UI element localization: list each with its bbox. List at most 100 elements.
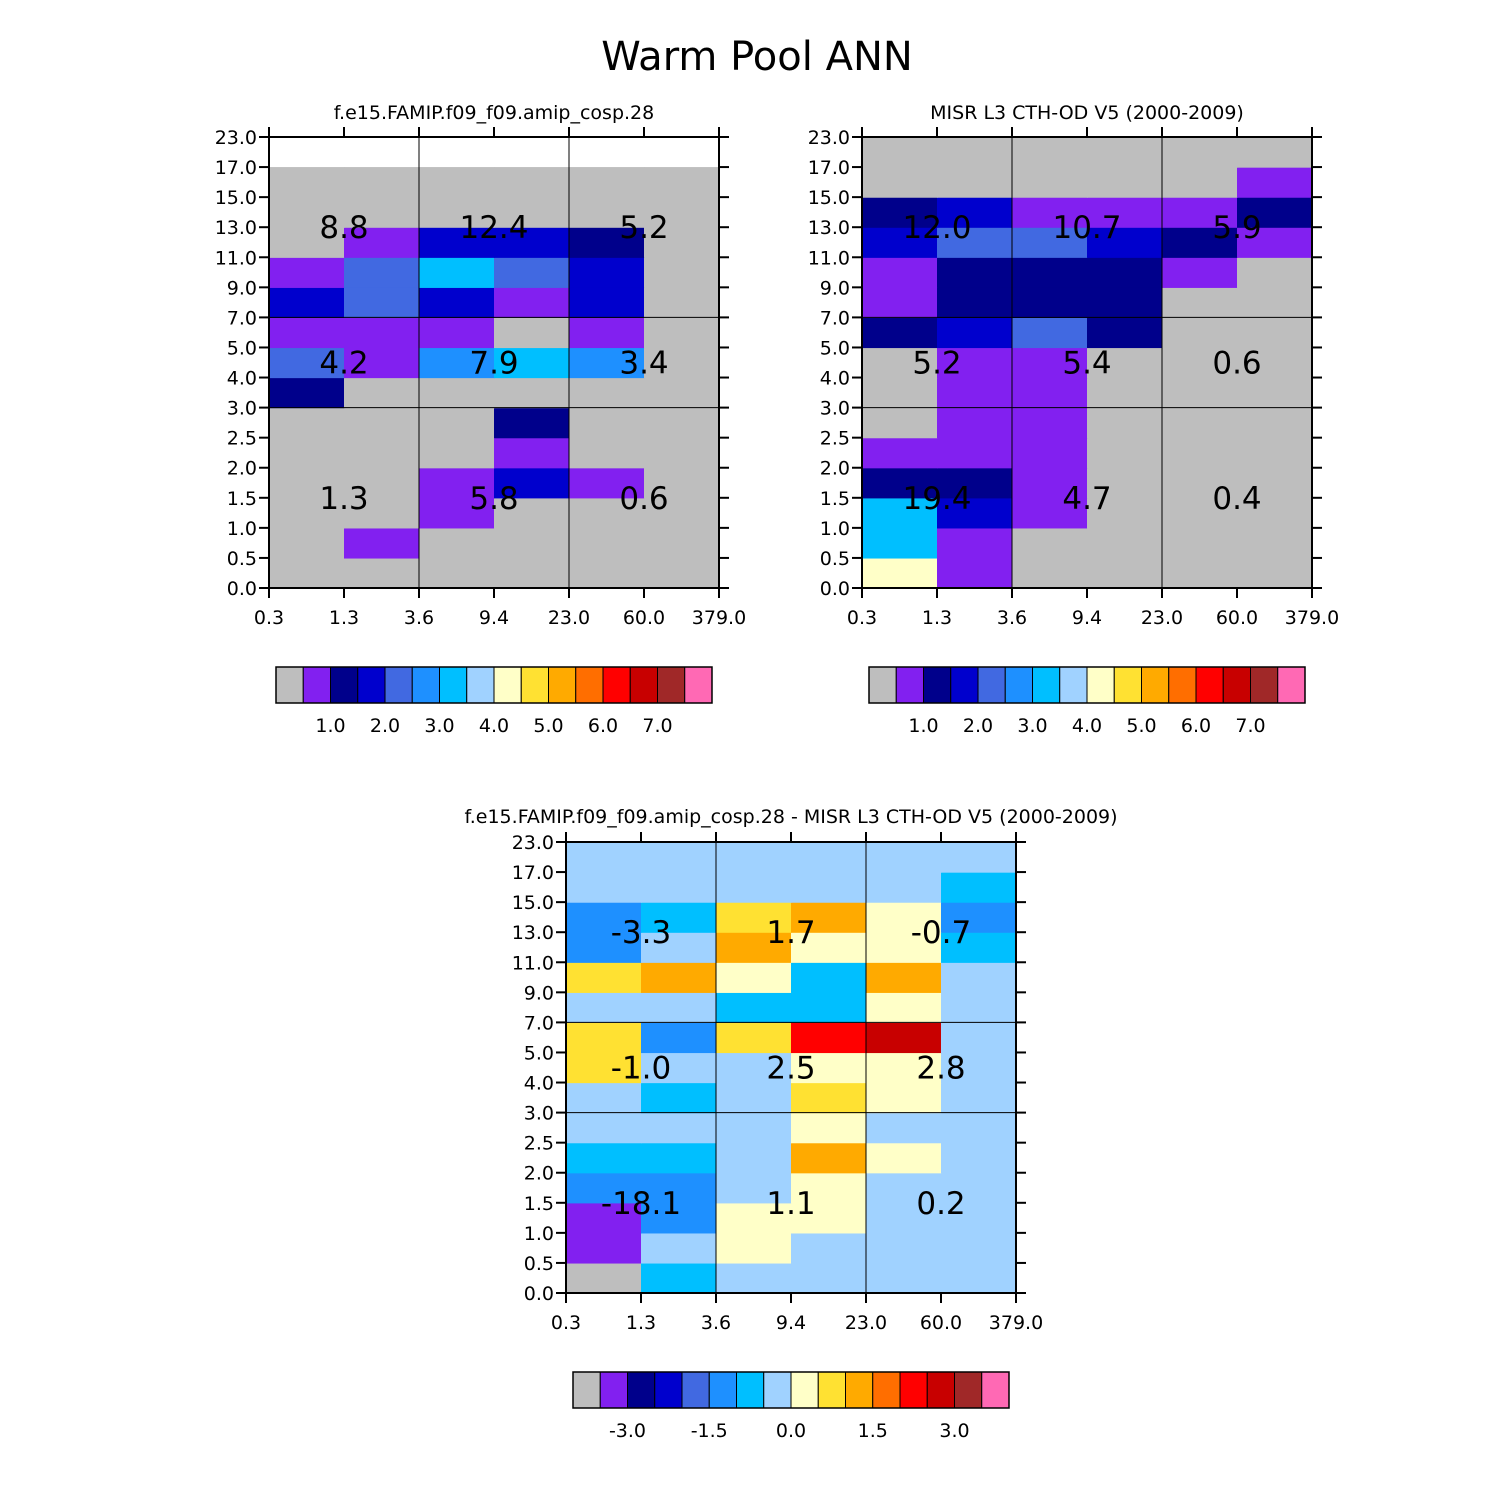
- obs-x-tick-label: 9.4: [1072, 607, 1102, 629]
- obs-x-tick-label: 379.0: [1285, 607, 1339, 629]
- obs-cell: [1162, 167, 1238, 198]
- obs-block-label: 4.7: [1062, 481, 1111, 517]
- obs-colorbar-swatch: [1277, 666, 1306, 704]
- model-cell: [344, 377, 420, 409]
- obs-cell: [937, 317, 1013, 349]
- model-colorbar-swatch: [520, 666, 549, 704]
- model-cell: [569, 407, 645, 439]
- model-y-tick-label: 15.0: [215, 187, 257, 209]
- obs-cell: [862, 257, 938, 288]
- obs-cell: [1012, 437, 1088, 469]
- obs-cell: [1162, 257, 1238, 288]
- model-cell: [269, 317, 345, 349]
- obs-y-tick-label: 0.0: [820, 578, 850, 600]
- diff-cell: [566, 1142, 642, 1174]
- obs-y-tick-label: 2.5: [820, 428, 850, 450]
- diff-cell: [791, 1082, 867, 1114]
- obs-cell: [1162, 347, 1238, 379]
- diff-x-tick-label: 0.3: [551, 1312, 581, 1334]
- model-cell: [344, 197, 420, 228]
- model-colorbar-label: 2.0: [370, 715, 400, 737]
- diff-cell: [566, 842, 642, 873]
- obs-cell: [1012, 197, 1088, 228]
- diff-cell: [866, 1262, 942, 1294]
- diff-cell: [716, 842, 792, 873]
- diff-cell: [641, 1172, 717, 1204]
- obs-cell: [862, 407, 938, 439]
- diff-block-label: 0.2: [916, 1186, 965, 1222]
- model-cell: [269, 287, 345, 318]
- diff-colorbar-swatch: [872, 1371, 901, 1409]
- diff-cell: [641, 1202, 717, 1234]
- diff-cell: [941, 1202, 1017, 1234]
- model-cell: [569, 167, 645, 198]
- model-cell: [419, 317, 495, 349]
- model-cell: [419, 557, 495, 589]
- obs-cell: [862, 227, 938, 258]
- diff-x-tick-label: 3.6: [701, 1312, 731, 1334]
- obs-cell: [1087, 557, 1163, 589]
- model-cell: [494, 527, 570, 559]
- model-cell: [419, 227, 495, 258]
- model-cell: [569, 437, 645, 469]
- model-x-tick-label: 9.4: [479, 607, 509, 629]
- diff-cell: [941, 1022, 1017, 1054]
- diff-cell: [716, 1202, 792, 1234]
- model-cell: [644, 167, 720, 198]
- diff-cell: [641, 1232, 717, 1264]
- obs-y-tick-label: 9.0: [820, 277, 850, 299]
- diff-cell: [941, 1052, 1017, 1084]
- obs-x-tick-label: 1.3: [922, 607, 952, 629]
- model-colorbar-swatch: [466, 666, 495, 704]
- model-colorbar-swatch: [684, 666, 713, 704]
- model-cell: [344, 467, 420, 499]
- diff-y-tick-label: 17.0: [512, 862, 554, 884]
- obs-colorbar-swatch: [1195, 666, 1224, 704]
- diff-cell: [716, 1142, 792, 1174]
- diff-cell: [641, 932, 717, 963]
- model-block-label: 0.6: [619, 481, 668, 517]
- obs-colorbar-label: 7.0: [1235, 715, 1265, 737]
- obs-cell: [1087, 227, 1163, 258]
- obs-cell: [1087, 257, 1163, 288]
- obs-colorbar-swatch: [895, 666, 924, 704]
- model-cell: [494, 227, 570, 258]
- diff-colorbar-swatch: [926, 1371, 955, 1409]
- diff-cell: [716, 962, 792, 993]
- diff-cell: [716, 1172, 792, 1204]
- model-block-label: 5.8: [469, 481, 518, 517]
- model-cell: [644, 227, 720, 258]
- model-cell: [344, 497, 420, 529]
- model-colorbar-label: 5.0: [533, 715, 563, 737]
- model-cell: [269, 407, 345, 439]
- model-block-label: 8.8: [319, 210, 368, 246]
- model-cell: [344, 287, 420, 318]
- diff-colorbar-swatch: [981, 1371, 1010, 1409]
- obs-cell: [862, 347, 938, 379]
- diff-colorbar-swatch: [954, 1371, 983, 1409]
- obs-cell: [1087, 377, 1163, 409]
- model-cell: [344, 167, 420, 198]
- obs-x-tick-label: 0.3: [847, 607, 877, 629]
- model-colorbar-label: 4.0: [479, 715, 509, 737]
- obs-cell: [1237, 167, 1313, 198]
- diff-cell: [641, 872, 717, 903]
- diff-colorbar-swatch: [627, 1371, 656, 1409]
- model-colorbar-swatch: [575, 666, 604, 704]
- model-x-tick-label: 379.0: [692, 607, 746, 629]
- obs-cell: [1162, 377, 1238, 409]
- obs-colorbar-swatch: [1250, 666, 1279, 704]
- obs-cell: [1012, 317, 1088, 349]
- obs-colorbar-swatch: [977, 666, 1006, 704]
- model-cell: [644, 347, 720, 379]
- diff-y-tick-label: 23.0: [512, 832, 554, 854]
- model-cell: [494, 467, 570, 499]
- model-heatmap: 0.3 1.3 3.6 9.4 23.0 60.0 379.0 0.0 0.5 1.0 1.5 2.0…: [215, 127, 746, 629]
- model-cell: [344, 407, 420, 439]
- diff-x-tick-label: 60.0: [920, 1312, 962, 1334]
- obs-colorbar-swatch: [1059, 666, 1088, 704]
- diff-cell: [791, 1172, 867, 1204]
- diff-colorbar: -3.0 -1.5 0.0 1.5 3.0: [572, 1371, 1010, 1442]
- obs-y-tick-label: 5.0: [820, 337, 850, 359]
